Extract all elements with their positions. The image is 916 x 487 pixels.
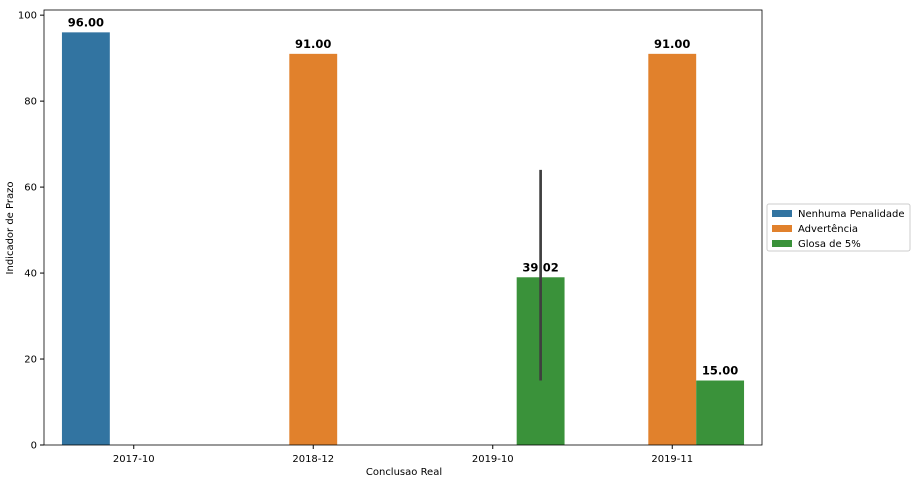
legend-swatch: [772, 240, 792, 247]
y-tick-label: 100: [18, 11, 37, 22]
y-tick-label: 20: [24, 355, 37, 366]
value-label: 91.00: [295, 37, 331, 51]
legend-swatch: [772, 225, 792, 232]
y-tick-label: 40: [24, 269, 37, 280]
bar: [696, 380, 745, 445]
plot-frame: [43, 9, 763, 446]
bar: [61, 32, 110, 446]
x-tick-label: 2018-12: [292, 454, 334, 465]
legend-label: Advertência: [798, 223, 858, 235]
y-axis-label: Indicador de Prazo: [5, 182, 16, 275]
x-tick-label: 2017-10: [113, 454, 155, 465]
legend-frame: [766, 203, 911, 252]
bar: [289, 53, 338, 445]
x-tick-label: 2019-11: [651, 454, 693, 465]
value-label: 15.00: [702, 364, 738, 378]
value-label: 91.00: [654, 37, 690, 51]
bar: [648, 53, 697, 445]
legend-label: Glosa de 5%: [798, 239, 861, 250]
x-axis-label: Conclusao Real: [366, 467, 442, 478]
y-tick-label: 60: [24, 183, 37, 194]
value-label: 96.00: [68, 15, 104, 29]
legend-label: Nenhuma Penalidade: [798, 209, 905, 220]
legend-swatch: [772, 210, 792, 217]
y-tick-label: 0: [31, 441, 37, 452]
x-tick-label: 2019-10: [472, 454, 514, 465]
y-tick-label: 80: [24, 97, 37, 108]
